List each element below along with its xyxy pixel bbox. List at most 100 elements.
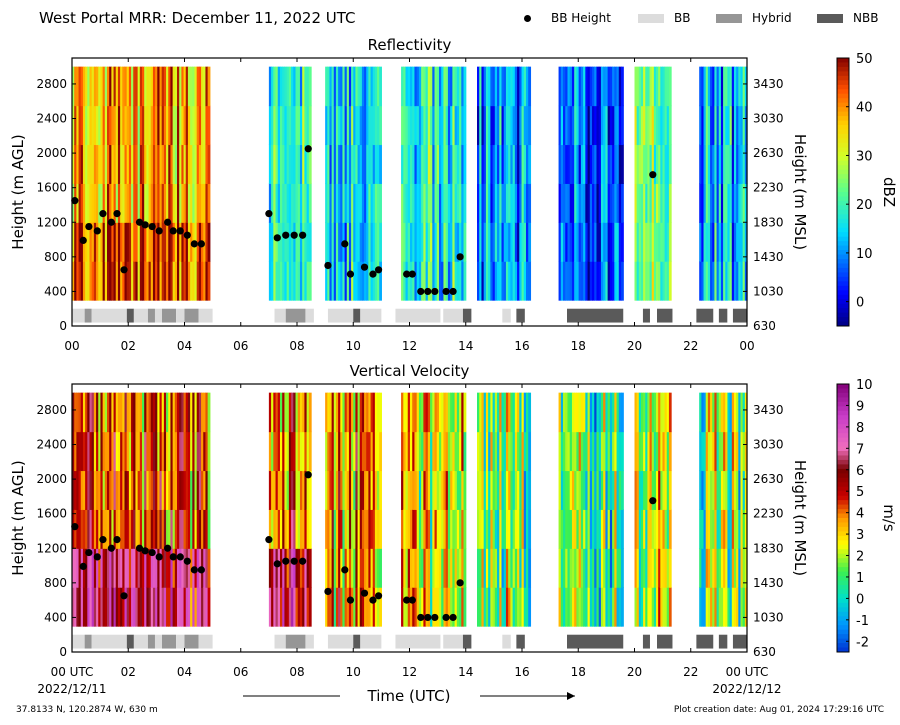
- heatmap-cell: [519, 66, 523, 107]
- heatmap-cell: [85, 587, 88, 627]
- heatmap-cell: [377, 587, 380, 627]
- heatmap-cell: [401, 587, 404, 627]
- bb-type-block-hybrid: [184, 308, 199, 323]
- heatmap-cell: [576, 105, 580, 146]
- heatmap-cell: [668, 183, 672, 223]
- heatmap-cell: [621, 66, 624, 107]
- heatmap-cell: [488, 470, 491, 510]
- colorbar-step: [837, 151, 849, 157]
- heatmap-cell: [598, 144, 602, 184]
- heatmap-cell: [157, 392, 161, 433]
- bb-type-block-nbb: [462, 308, 472, 323]
- bb-height-point: [190, 566, 198, 574]
- heatmap-cell: [144, 509, 147, 549]
- heatmap-cell: [477, 144, 480, 184]
- heatmap-cell: [82, 144, 86, 184]
- heatmap-cell: [731, 183, 735, 223]
- heatmap-cell: [664, 183, 668, 223]
- heatmap-cell: [133, 392, 137, 433]
- heatmap-cell: [279, 105, 283, 146]
- heatmap-cell: [377, 261, 380, 301]
- heatmap-cell: [618, 222, 622, 262]
- bb-type-block-bb: [198, 308, 213, 323]
- heatmap-cell: [598, 66, 602, 107]
- heatmap-cell: [490, 509, 494, 549]
- heatmap-cell: [563, 261, 566, 301]
- bb-height-point: [341, 240, 349, 248]
- heatmap-cell: [102, 261, 106, 301]
- colorbar-step: [837, 576, 849, 582]
- heatmap-cell: [277, 509, 281, 549]
- heatmap-cell: [104, 144, 108, 184]
- heatmap-cell: [364, 431, 367, 472]
- bb-type-block-bb: [154, 634, 162, 649]
- bb-height-point: [93, 227, 101, 235]
- colorbar-step: [837, 504, 849, 510]
- heatmap-cell: [425, 66, 429, 107]
- heatmap-cell: [744, 183, 748, 223]
- heatmap-cell: [609, 509, 613, 549]
- heatmap-cell: [660, 392, 664, 433]
- heatmap-cell: [603, 509, 606, 549]
- heatmap-cell: [521, 431, 525, 472]
- heatmap-cell: [508, 509, 511, 549]
- heatmap-cell: [405, 548, 409, 588]
- heatmap-cell: [616, 548, 620, 588]
- heatmap-cell: [703, 144, 707, 184]
- bb-type-block-nbb: [126, 634, 134, 649]
- heatmap-cell: [370, 587, 374, 627]
- heatmap-cell: [74, 548, 77, 588]
- heatmap-cell: [192, 470, 196, 510]
- x-axis-label: Time (UTC): [367, 687, 451, 705]
- y-axis-right-label: Height (m MSL): [791, 134, 809, 250]
- heatmap-cell: [733, 261, 737, 301]
- heatmap-cell: [705, 587, 709, 627]
- colorbar-step: [837, 392, 849, 398]
- heatmap-cell: [120, 431, 123, 472]
- heatmap-cell: [183, 431, 187, 472]
- heatmap-cell: [569, 144, 573, 184]
- heatmap-cell: [131, 392, 134, 433]
- heatmap-cell: [288, 470, 292, 510]
- heatmap-cell: [418, 144, 422, 184]
- heatmap-cell: [98, 587, 102, 627]
- heatmap-cell: [423, 183, 427, 223]
- y-tick-right-label: 1030: [753, 284, 784, 298]
- heatmap-cell: [198, 431, 202, 472]
- heatmap-cell: [710, 587, 713, 627]
- data-segment: [558, 66, 624, 301]
- heatmap-cell: [425, 222, 429, 262]
- heatmap-cell: [705, 144, 709, 184]
- heatmap-cell: [194, 183, 198, 223]
- heatmap-cell: [447, 183, 451, 223]
- colorbar-step: [837, 384, 849, 389]
- heatmap-cell: [150, 105, 154, 146]
- heatmap-cell: [612, 66, 615, 107]
- heatmap-cell: [297, 144, 301, 184]
- heatmap-cell: [427, 183, 431, 223]
- heatmap-cell: [291, 548, 294, 588]
- heatmap-cell: [355, 183, 359, 223]
- x-tick-label: 10: [346, 339, 361, 353]
- heatmap-cell: [430, 392, 433, 433]
- heatmap-cell: [649, 144, 653, 184]
- heatmap-cell: [483, 509, 487, 549]
- heatmap-cell: [302, 105, 305, 146]
- heatmap-cell: [122, 509, 126, 549]
- heatmap-cell: [421, 222, 424, 262]
- heatmap-cell: [76, 392, 80, 433]
- heatmap-cell: [645, 144, 648, 184]
- heatmap-cell: [170, 144, 174, 184]
- heatmap-cell: [479, 587, 483, 627]
- heatmap-cell: [660, 105, 664, 146]
- heatmap-cell: [510, 470, 514, 510]
- bb-height-point: [183, 557, 191, 565]
- heatmap-cell: [183, 470, 187, 510]
- heatmap-cell: [463, 222, 467, 262]
- heatmap-cell: [463, 392, 467, 433]
- heatmap-cell: [727, 66, 731, 107]
- heatmap-cell: [284, 66, 288, 107]
- heatmap-cell: [596, 548, 600, 588]
- heatmap-cell: [521, 105, 525, 146]
- heatmap-cell: [282, 183, 286, 223]
